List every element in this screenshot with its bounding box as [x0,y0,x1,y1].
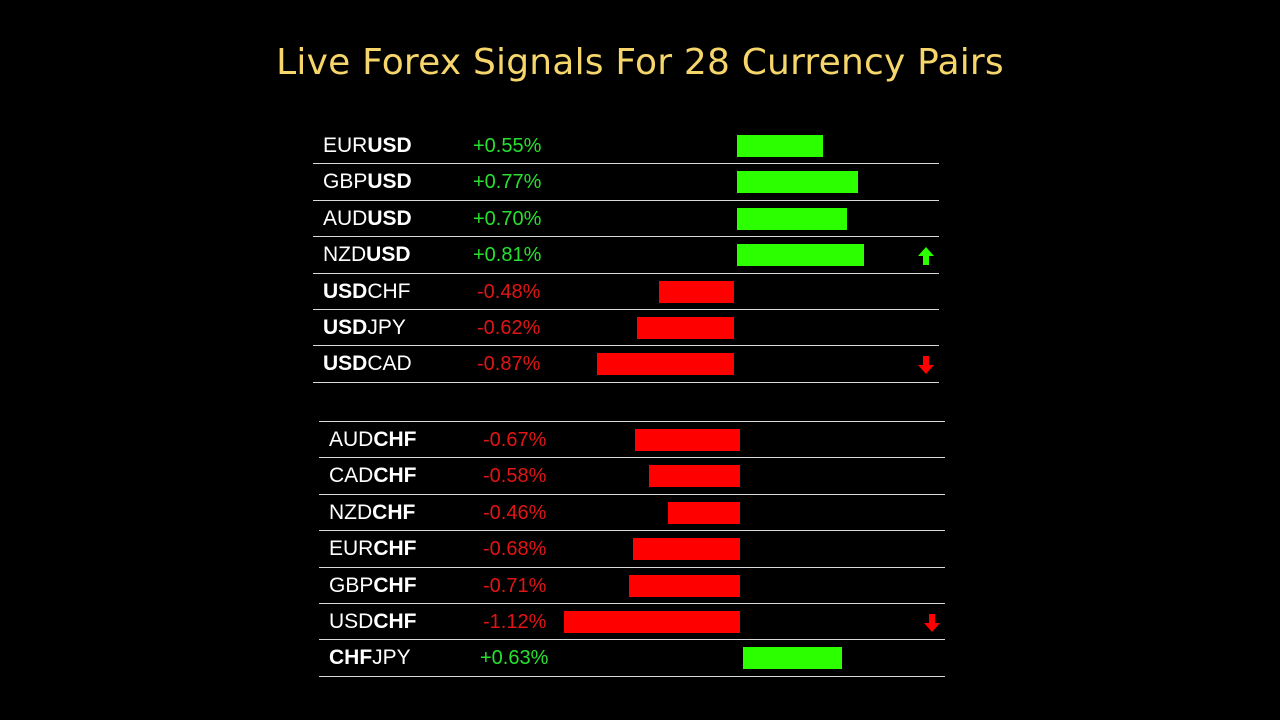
pair-row[interactable]: USDCHF -1.12% [319,604,945,641]
pair-row[interactable]: CADCHF -0.58% [319,458,945,495]
change-percent: -0.71% [483,574,547,597]
pair-label: USDJPY [323,315,406,339]
change-bar-negative [564,610,740,633]
change-bar-negative [667,501,740,524]
pair-label: GBPUSD [323,170,412,194]
change-bar-negative [648,465,740,488]
change-bar-positive [737,207,847,230]
pair-label: EURCHF [329,537,417,561]
pair-row[interactable]: CHFJPY +0.63% [319,640,945,677]
pair-row[interactable]: GBPCHF -0.71% [319,568,945,604]
pair-row[interactable]: AUDCHF -0.67% [319,422,945,459]
change-percent: -0.46% [483,501,547,524]
arrow-down-icon [918,356,934,375]
arrow-down-icon [924,613,940,632]
change-bar-negative [634,429,740,451]
pair-label: USDCAD [323,352,412,376]
pair-row[interactable]: NZDUSD +0.81% [313,237,939,274]
change-percent: +0.81% [473,244,542,267]
change-percent: -1.12% [483,610,547,633]
change-percent: +0.55% [473,135,542,157]
pair-row[interactable]: AUDUSD +0.70% [313,201,939,238]
change-bar-negative [636,316,734,339]
change-percent: +0.77% [473,171,542,194]
change-bar-negative [628,574,740,597]
change-bar-positive [743,647,842,670]
change-percent: -0.87% [477,353,541,376]
pair-row[interactable]: USDJPY -0.62% [313,310,939,347]
chf-panel: AUDCHF -0.67% CADCHF -0.58% NZDCHF -0.46% EURC… [319,421,945,677]
change-bar-negative [597,353,734,376]
arrow-up-icon [918,247,934,266]
pair-label: EURUSD [323,134,412,157]
change-bar-negative [633,538,740,561]
pair-row[interactable]: NZDCHF -0.46% [319,495,945,532]
pair-label: NZDCHF [329,500,416,524]
pair-label: CADCHF [329,464,417,488]
change-percent: -0.62% [477,316,541,339]
pair-row[interactable]: USDCHF -0.48% [313,274,939,310]
pair-row[interactable]: EURUSD +0.55% [313,128,939,165]
pair-label: USDCHF [329,609,417,633]
pair-label: USDCHF [323,279,411,303]
pair-label: GBPCHF [329,573,417,597]
change-bar-positive [737,135,824,157]
pair-row[interactable]: EURCHF -0.68% [319,531,945,568]
pair-label: NZDUSD [323,243,411,267]
pair-label: AUDCHF [329,428,417,451]
change-bar-positive [737,171,858,194]
change-percent: -0.67% [483,429,547,451]
change-bar-negative [658,280,734,303]
change-percent: +0.70% [473,207,542,230]
pair-label: AUDUSD [323,206,412,230]
page-title: Live Forex Signals For 28 Currency Pairs [276,42,1004,83]
pair-row[interactable]: USDCAD -0.87% [313,346,939,383]
usd-panel: EURUSD +0.55% GBPUSD +0.77% AUDUSD +0.70% NZDU… [313,128,939,383]
change-percent: -0.68% [483,538,547,561]
change-percent: +0.63% [480,647,549,670]
pair-label: CHFJPY [329,646,411,670]
pair-row[interactable]: GBPUSD +0.77% [313,164,939,201]
change-percent: -0.48% [477,280,541,303]
change-bar-positive [737,244,865,267]
change-percent: -0.58% [483,465,547,488]
